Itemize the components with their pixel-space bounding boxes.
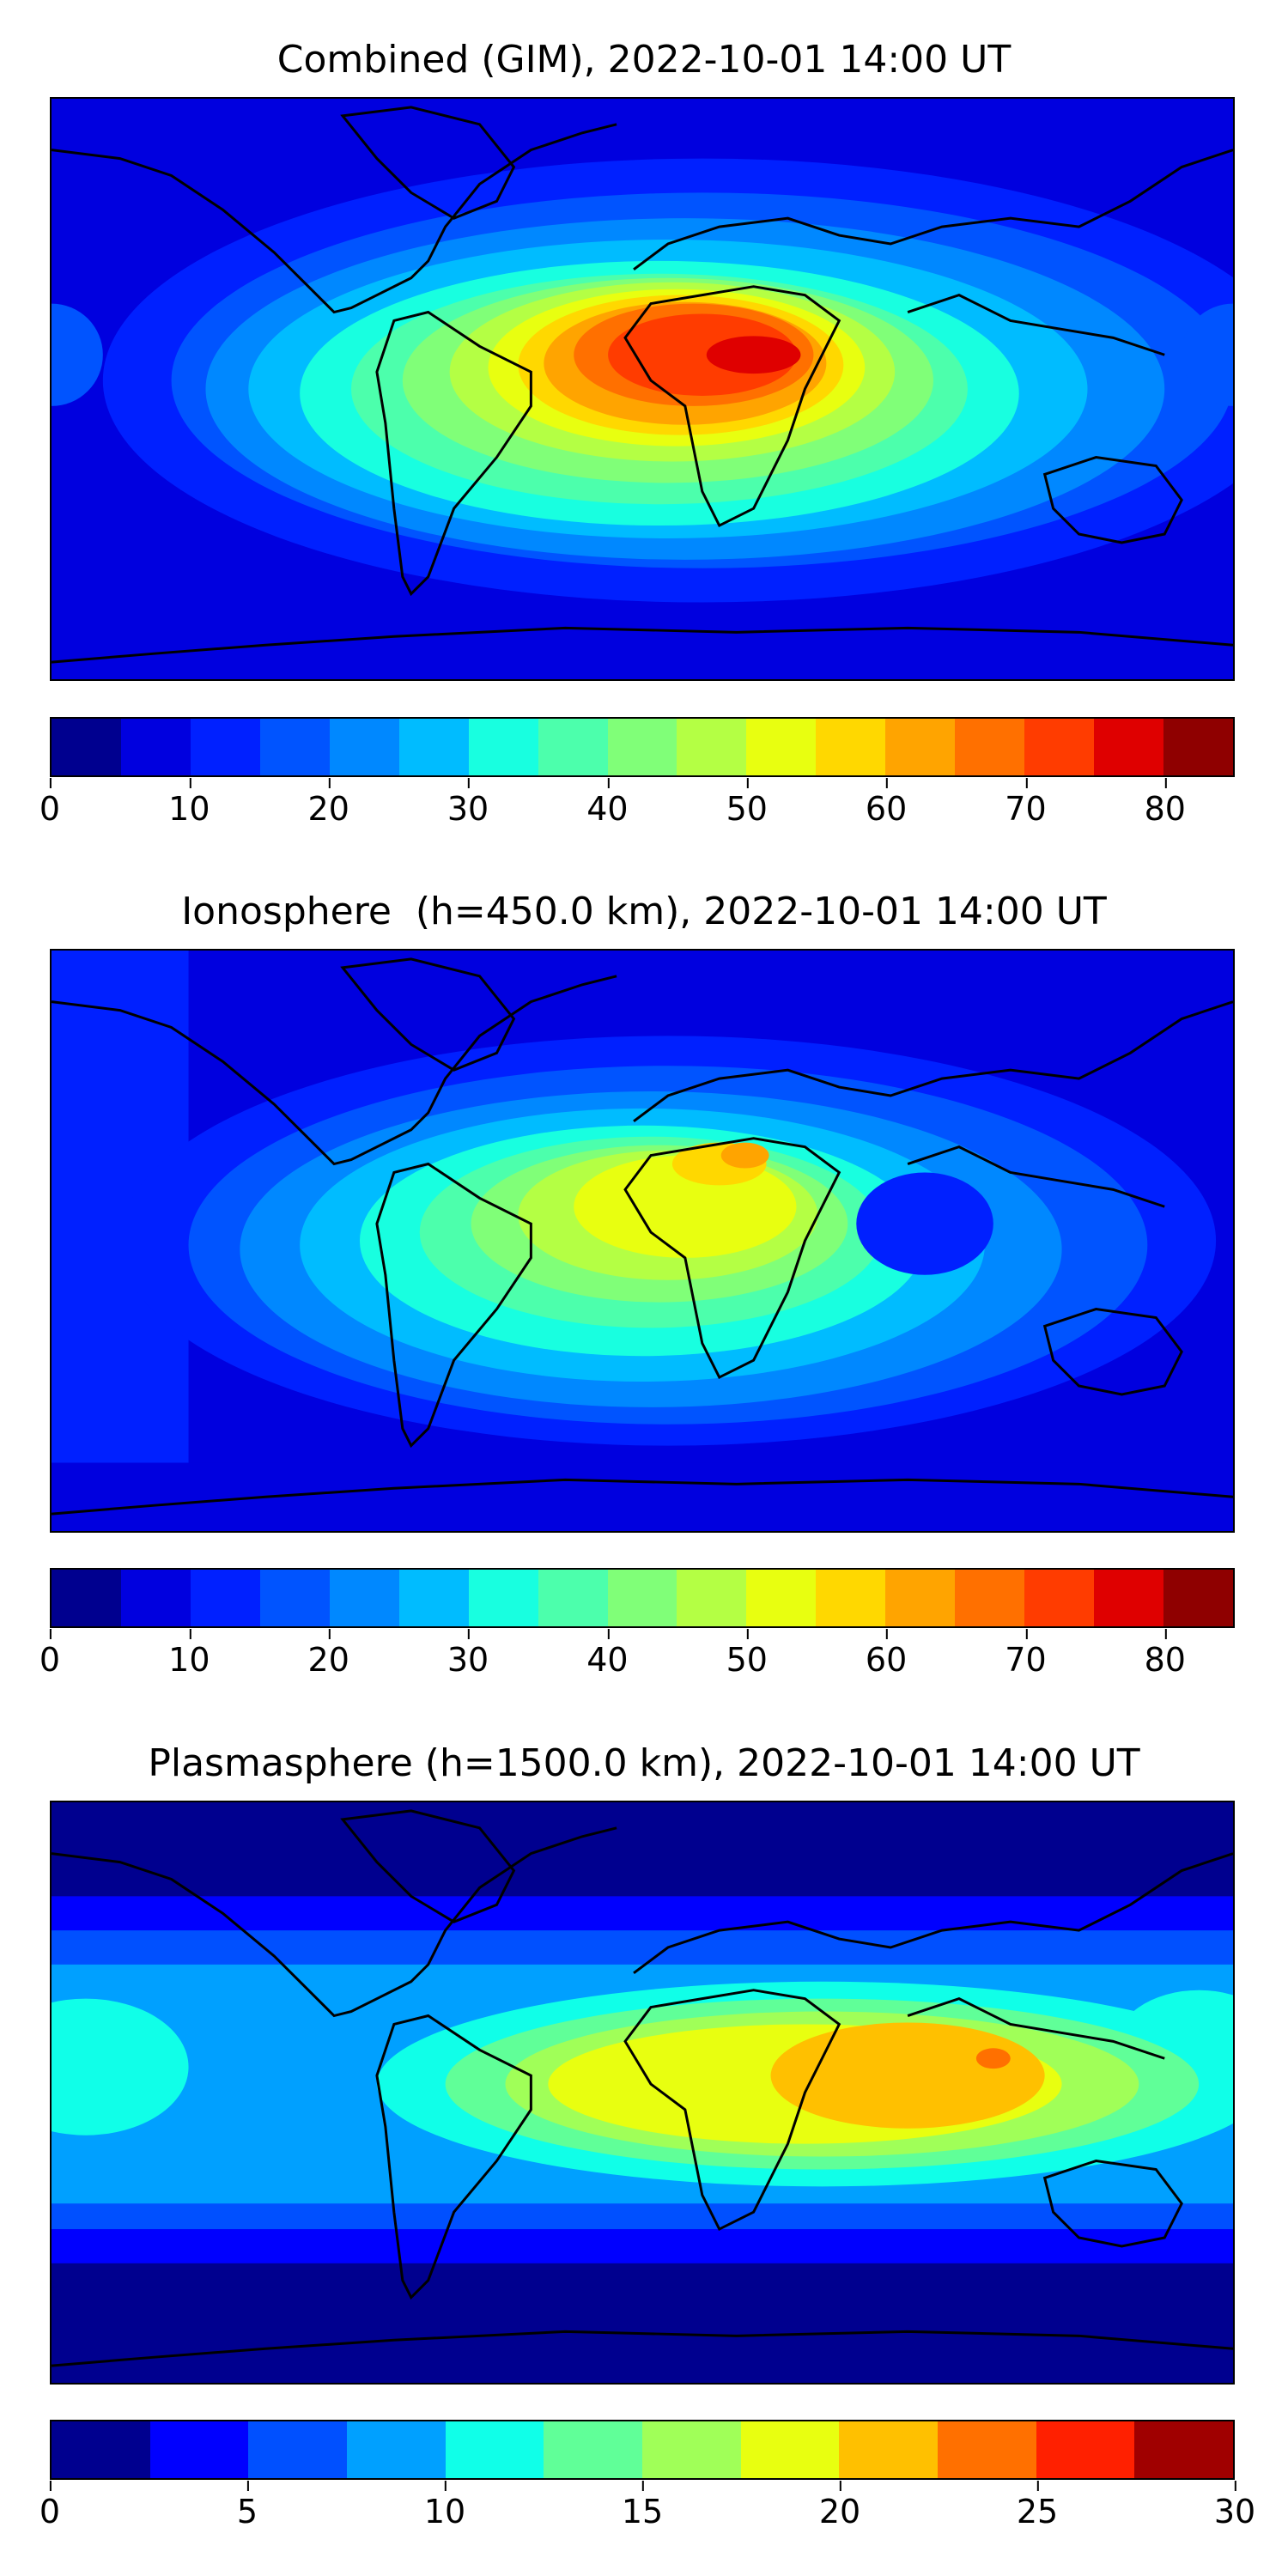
colorbar-cell [677, 1570, 747, 1626]
colorbar-cell [885, 1570, 956, 1626]
map-combined [50, 97, 1235, 681]
colorbar-cell [52, 2421, 150, 2478]
colorbar-tick-label: 30 [447, 778, 489, 828]
tec-contour-ionosphere [52, 951, 1233, 1531]
colorbar-tick-label: 0 [39, 1629, 61, 1679]
colorbar-cell [816, 1570, 886, 1626]
colorbar-tick-label: 10 [168, 778, 210, 828]
colorbar-cell [746, 1570, 817, 1626]
colorbar-ticks-combined: 0 10 20 30 40 50 60 70 80 [39, 778, 1235, 841]
colorbar-cell [746, 719, 817, 775]
colorbar-cell [642, 2421, 741, 2478]
tec-contour-combined [52, 99, 1233, 679]
colorbar-cell [52, 719, 121, 775]
colorbar-cell [248, 2421, 348, 2478]
colorbar-cell [398, 719, 469, 775]
panel-title-ionosphere: Ionosphere (h=450.0 km), 2022-10-01 14:0… [181, 890, 1107, 933]
colorbar-cell [938, 2421, 1036, 2478]
colorbar-tick-label: 40 [586, 1629, 629, 1679]
colorbar-cell [259, 719, 330, 775]
tec-contour-plasmasphere [52, 1802, 1233, 2383]
colorbar-cell [1024, 1570, 1095, 1626]
colorbar-cell [149, 2421, 249, 2478]
panel-title-plasmasphere: Plasmasphere (h=1500.0 km), 2022-10-01 1… [148, 1741, 1140, 1785]
colorbar-cell [398, 1570, 469, 1626]
colorbar-tick-label: 25 [1016, 2481, 1059, 2530]
colorbar-tick-label: 70 [1005, 1629, 1047, 1679]
colorbar-cell [120, 719, 191, 775]
colorbar-tick-label: 30 [447, 1629, 489, 1679]
colorbar-tick-label: 80 [1144, 1629, 1186, 1679]
colorbar-tick-label: 0 [39, 2481, 61, 2530]
colorbar-tick-label: 50 [726, 778, 768, 828]
colorbar-tick-label: 20 [307, 1629, 349, 1679]
colorbar-cell [445, 2421, 544, 2478]
colorbar-cell [538, 1570, 608, 1626]
map-plasmasphere [50, 1801, 1235, 2385]
colorbar-tick-label: 30 [1213, 2481, 1256, 2530]
colorbar-ticks-ionosphere: 0 10 20 30 40 50 60 70 80 [39, 1629, 1235, 1692]
colorbar-cell [1163, 719, 1233, 775]
colorbar-tick-label: 10 [168, 1629, 210, 1679]
colorbar-cell [607, 1570, 677, 1626]
colorbar-tick-label: 60 [865, 1629, 908, 1679]
colorbar-cell [52, 1570, 121, 1626]
colorbar-cell [1134, 2421, 1234, 2478]
colorbar-cell [190, 1570, 260, 1626]
colorbar-tick-label: 20 [818, 2481, 861, 2530]
colorbar-cell [538, 719, 608, 775]
colorbar-cell [677, 719, 747, 775]
colorbar-cell [955, 1570, 1025, 1626]
colorbar-cell [468, 719, 538, 775]
map-ionosphere [50, 949, 1235, 1533]
colorbar-cell [347, 2421, 446, 2478]
colorbar-tick-label: 60 [865, 778, 908, 828]
colorbar-tick-label: 70 [1005, 778, 1047, 828]
panel-title-combined: Combined (GIM), 2022-10-01 14:00 UT [276, 38, 1012, 82]
colorbar-cell [740, 2421, 840, 2478]
colorbar-cell [1094, 719, 1163, 775]
colorbar-cell [259, 1570, 330, 1626]
colorbar-tick-label: 10 [423, 2481, 466, 2530]
colorbar-cell [190, 719, 260, 775]
colorbar-tick-label: 50 [726, 1629, 768, 1679]
colorbar-ticks-plasmasphere: 0 5 10 15 20 25 30 [39, 2481, 1255, 2544]
colorbar-tick-label: 80 [1144, 778, 1186, 828]
colorbar-cell [816, 719, 886, 775]
colorbar-ionosphere [50, 1568, 1235, 1628]
colorbar-tick-label: 20 [307, 778, 349, 828]
colorbar-tick-label: 40 [586, 778, 629, 828]
coastlines [52, 957, 1233, 1516]
colorbar-cell [544, 2421, 643, 2478]
coastlines [52, 106, 1233, 664]
colorbar-tick-label: 15 [621, 2481, 664, 2530]
colorbar-cell [468, 1570, 538, 1626]
colorbar-cell [839, 2421, 939, 2478]
colorbar-combined [50, 717, 1235, 777]
colorbar-cell [955, 719, 1025, 775]
colorbar-tick-label: 5 [236, 2481, 258, 2530]
coastlines [52, 1809, 1233, 2367]
colorbar-cell [1024, 719, 1095, 775]
colorbar-cell [885, 719, 956, 775]
colorbar-cell [329, 719, 399, 775]
colorbar-cell [1094, 1570, 1163, 1626]
colorbar-cell [607, 719, 677, 775]
colorbar-tick-label: 0 [39, 778, 61, 828]
colorbar-cell [1163, 1570, 1233, 1626]
colorbar-plasmasphere [50, 2420, 1235, 2480]
colorbar-cell [120, 1570, 191, 1626]
colorbar-cell [1036, 2421, 1135, 2478]
colorbar-cell [329, 1570, 399, 1626]
